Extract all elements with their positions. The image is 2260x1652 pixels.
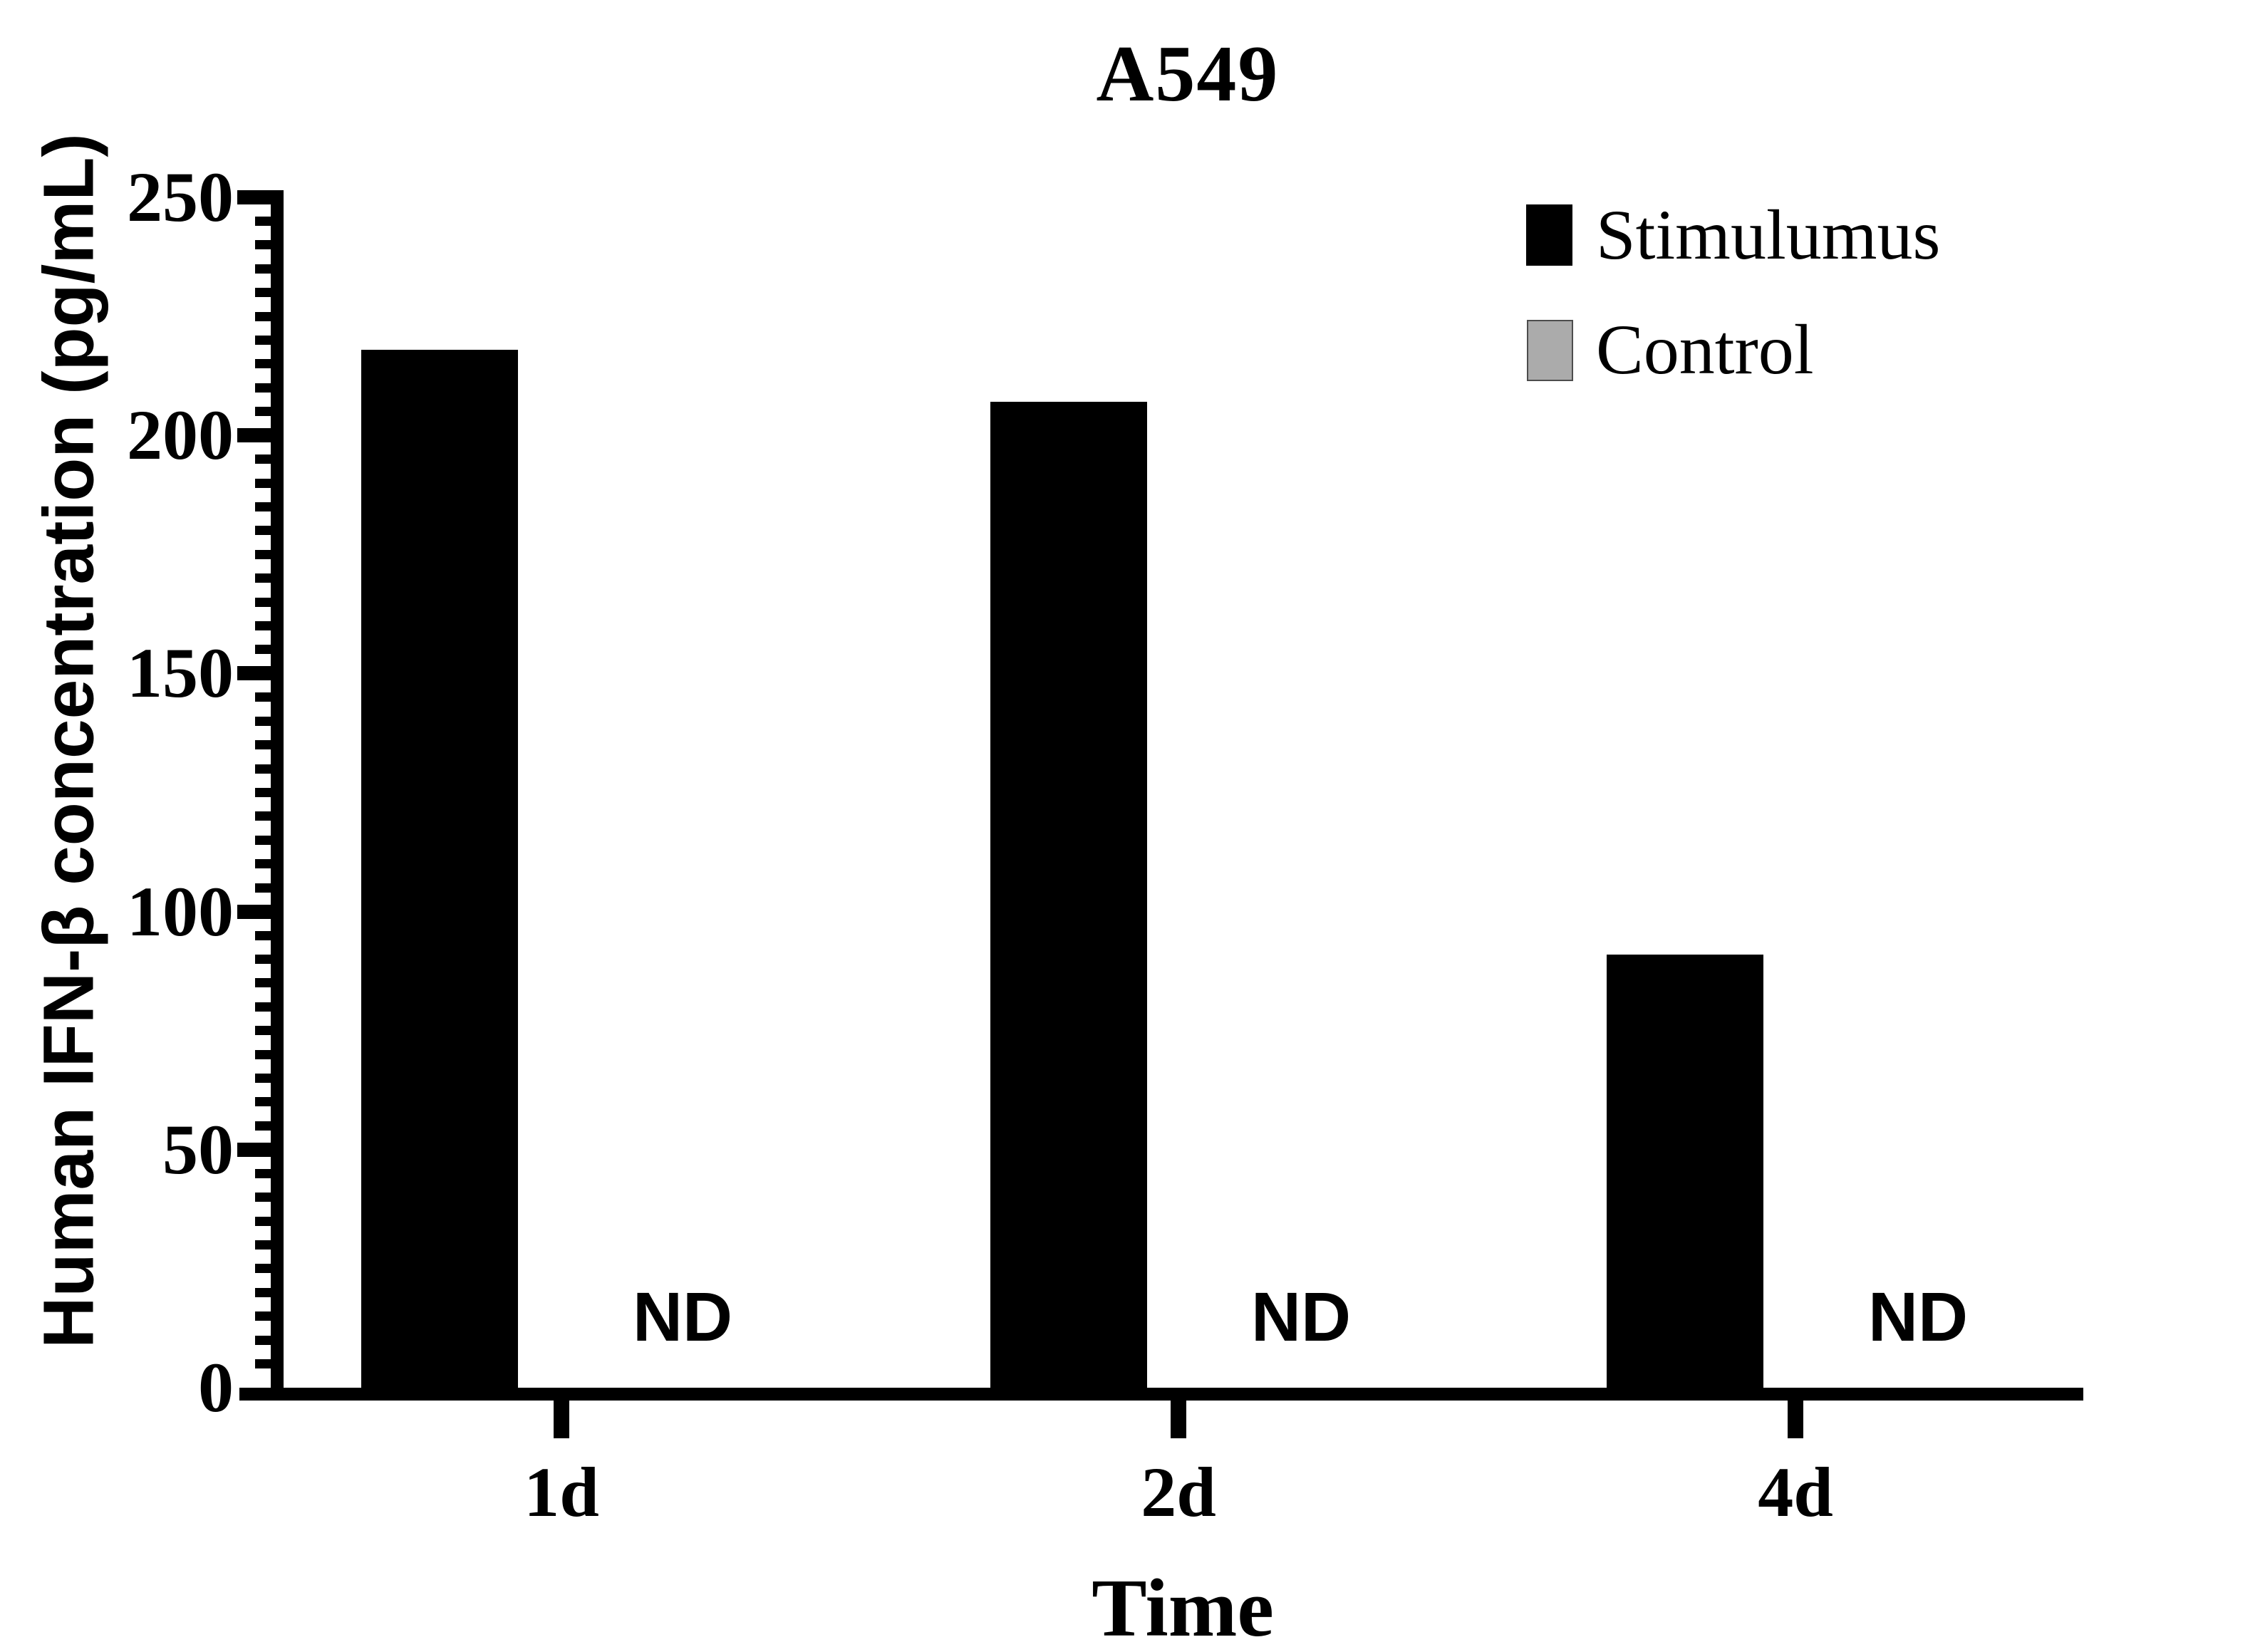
- y-minor-tick: [255, 835, 271, 845]
- y-minor-tick: [255, 1287, 271, 1297]
- y-tick-label: 100: [127, 871, 234, 951]
- x-tick-label: 4d: [1758, 1453, 1833, 1532]
- y-minor-tick: [255, 740, 271, 750]
- y-minor-tick: [255, 311, 271, 321]
- legend-swatch-stimulumus-icon: [1526, 204, 1572, 266]
- y-minor-tick: [255, 692, 271, 702]
- y-tick-label: 250: [127, 157, 234, 237]
- y-minor-tick: [255, 1074, 271, 1084]
- y-minor-tick: [255, 1026, 271, 1036]
- nd-label: ND: [1250, 1278, 1352, 1356]
- y-minor-tick: [255, 1097, 271, 1107]
- y-minor-tick: [255, 216, 271, 226]
- legend-label-control: Control: [1596, 310, 1814, 389]
- y-minor-tick: [255, 1311, 271, 1321]
- nd-label: ND: [632, 1278, 733, 1356]
- y-minor-tick: [255, 859, 271, 869]
- y-minor-tick: [255, 359, 271, 369]
- y-minor-tick: [255, 764, 271, 774]
- y-minor-tick: [255, 1335, 271, 1345]
- y-major-tick: [237, 666, 271, 681]
- y-minor-tick: [255, 1049, 271, 1059]
- y-minor-tick: [255, 1168, 271, 1178]
- y-minor-tick: [255, 264, 271, 274]
- y-minor-tick: [255, 549, 271, 559]
- chart-title: A549: [1096, 30, 1280, 118]
- y-minor-tick: [255, 383, 271, 393]
- y-minor-tick: [255, 883, 271, 893]
- legend-swatch-control-icon: [1527, 320, 1573, 381]
- y-minor-tick: [255, 1359, 271, 1369]
- y-minor-tick: [255, 526, 271, 536]
- x-tick: [1171, 1401, 1186, 1438]
- bar-stimulumus-4d: [1607, 954, 1763, 1388]
- y-minor-tick: [255, 1264, 271, 1274]
- bar-stimulumus-2d: [990, 402, 1147, 1388]
- y-minor-tick: [255, 1002, 271, 1012]
- x-axis-label: Time: [1092, 1563, 1274, 1652]
- y-minor-tick: [255, 811, 271, 821]
- nd-label: ND: [1867, 1278, 1969, 1356]
- y-minor-tick: [255, 645, 271, 655]
- y-tick-label: 50: [162, 1109, 234, 1189]
- y-tick-label: 0: [198, 1348, 234, 1427]
- y-minor-tick: [255, 597, 271, 607]
- y-minor-tick: [255, 930, 271, 940]
- y-major-tick: [237, 190, 271, 204]
- legend-label-stimulumus: Stimulumus: [1596, 195, 1941, 274]
- y-minor-tick: [255, 1240, 271, 1250]
- y-minor-tick: [255, 407, 271, 417]
- y-major-tick: [237, 428, 271, 443]
- y-minor-tick: [255, 288, 271, 298]
- x-axis-line: [239, 1388, 2083, 1401]
- y-major-tick: [237, 904, 271, 919]
- y-tick-label: 200: [127, 395, 234, 475]
- y-minor-tick: [255, 1216, 271, 1226]
- y-minor-tick: [255, 454, 271, 464]
- y-minor-tick: [255, 954, 271, 964]
- y-minor-tick: [255, 240, 271, 250]
- y-major-tick: [237, 1142, 271, 1157]
- y-tick-label: 150: [127, 633, 234, 713]
- y-minor-tick: [255, 621, 271, 631]
- x-tick-label: 1d: [524, 1453, 599, 1532]
- x-tick: [554, 1401, 569, 1438]
- y-minor-tick: [255, 336, 271, 346]
- y-minor-tick: [255, 716, 271, 726]
- x-tick: [1788, 1401, 1803, 1438]
- y-minor-tick: [255, 502, 271, 511]
- y-axis-line: [271, 190, 284, 1401]
- y-minor-tick: [255, 478, 271, 488]
- y-minor-tick: [255, 573, 271, 583]
- y-minor-tick: [255, 1121, 271, 1131]
- y-minor-tick: [255, 788, 271, 797]
- y-minor-tick: [255, 1193, 271, 1202]
- x-tick-label: 2d: [1141, 1453, 1216, 1532]
- bar-stimulumus-1d: [361, 349, 518, 1388]
- y-minor-tick: [255, 978, 271, 988]
